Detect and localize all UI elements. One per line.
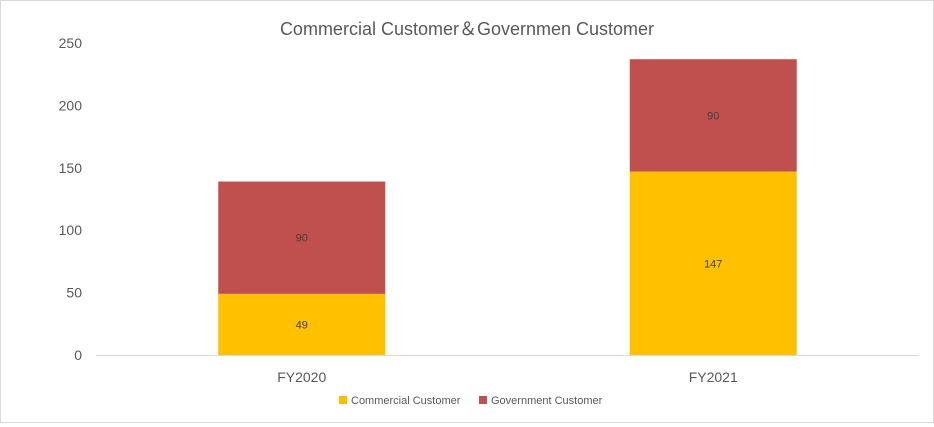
x-tick-label: FY2020 (277, 369, 326, 385)
data-label: 90 (707, 110, 719, 122)
legend-label: Commercial Customer (351, 395, 461, 407)
x-tick-label: FY2021 (689, 369, 738, 385)
y-tick-label: 100 (59, 222, 83, 238)
data-label: 49 (296, 319, 308, 331)
bars: 49 90 147 90 (218, 59, 797, 355)
data-label: 90 (296, 233, 308, 245)
y-tick-label: 0 (74, 347, 82, 363)
legend-swatch (339, 396, 347, 404)
legend-swatch (479, 396, 487, 404)
y-tick-label: 50 (66, 285, 82, 301)
bar-segment (218, 293, 386, 355)
y-tick-label: 200 (59, 97, 83, 113)
chart-title: Commercial Customer＆Governmen Customer (280, 19, 654, 39)
y-tick-label: 150 (59, 160, 83, 176)
bar-segment (218, 181, 386, 294)
bar-segment (629, 171, 797, 355)
data-label: 147 (704, 258, 722, 270)
y-tick-label: 250 (59, 35, 83, 51)
legend: Commercial Customer Government Customer (339, 395, 603, 407)
bar-segment (629, 59, 797, 172)
y-axis: 0 50 100 150 200 250 (59, 35, 83, 363)
legend-label: Government Customer (491, 395, 603, 407)
x-axis: FY2020 FY2021 (96, 355, 919, 385)
